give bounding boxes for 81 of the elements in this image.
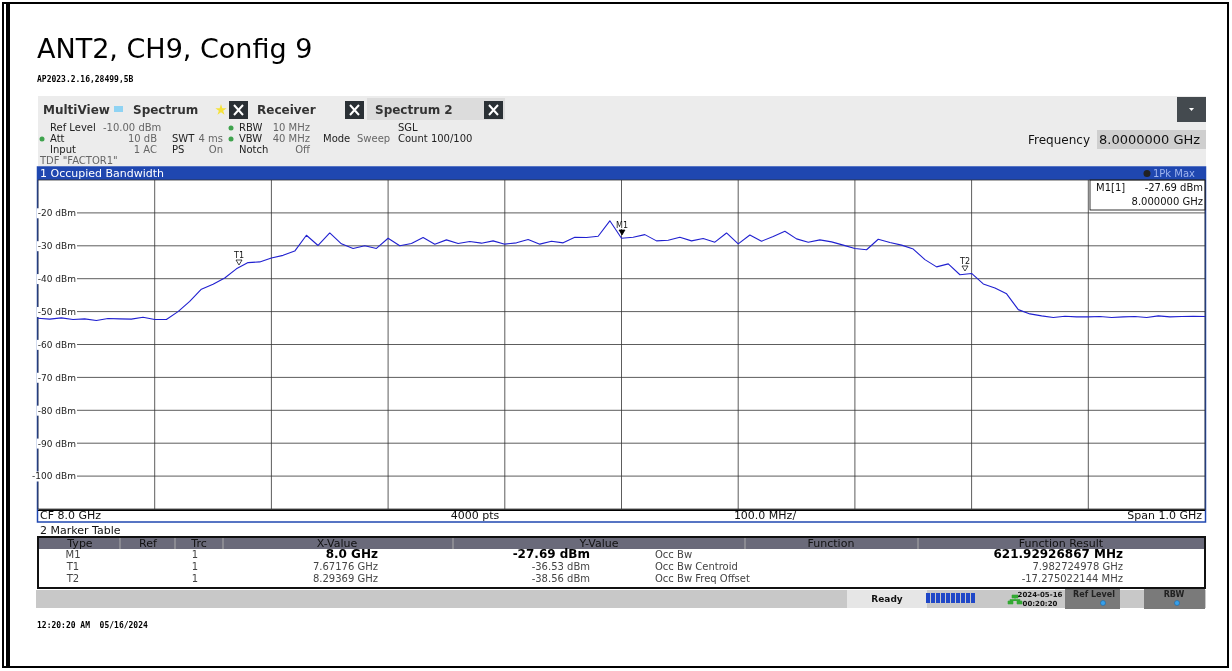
y-tick-label: -70 dBm — [37, 372, 76, 383]
y-tick-label: -90 dBm — [37, 438, 76, 449]
text: Sweep — [357, 133, 391, 144]
annotation: M1 — [616, 221, 628, 230]
y-tick-label: -60 dBm — [37, 339, 76, 350]
text: Function — [807, 537, 855, 550]
annotation: M1[1] — [1096, 182, 1126, 193]
text: 1Pk Max — [1152, 168, 1196, 179]
text: -17.275022144 MHz — [1021, 573, 1123, 584]
y-tick-label: -100 dBm — [32, 471, 76, 482]
text: Mode — [323, 133, 351, 144]
y-tick-label: -40 dBm — [37, 274, 76, 285]
annotation: T1 — [233, 251, 244, 260]
text: -38.56 dBm — [531, 573, 590, 584]
annotation: 4000 pts — [450, 509, 500, 522]
annotation: 8.000000 GHz — [1131, 196, 1203, 207]
text: 1 — [191, 561, 199, 572]
text: Off — [295, 144, 312, 155]
y-tick-label: -30 dBm — [37, 241, 76, 252]
text: Ref Level — [50, 122, 96, 133]
text: Count 100/100 — [398, 133, 473, 144]
text: 2 Marker Table — [40, 524, 121, 537]
text: RBW — [1163, 590, 1185, 599]
text: SGL — [398, 122, 419, 133]
text: T2 — [65, 573, 80, 584]
text: Notch — [239, 144, 269, 155]
text: SWT — [172, 133, 196, 144]
text: Occ Bw — [655, 549, 693, 560]
text: 4 ms — [198, 133, 223, 144]
text: 8.0 GHz — [325, 547, 379, 561]
text: 7.67176 GHz — [312, 561, 378, 572]
text: Receiver — [257, 103, 316, 117]
annotation: Span 1.0 GHz — [1127, 509, 1203, 522]
text: Frequency — [1028, 133, 1090, 147]
annotation: T2 — [959, 257, 970, 266]
text: T1 — [65, 561, 80, 572]
text: 621.92926867 MHz — [993, 547, 1123, 561]
text: TDF "FACTOR1" — [39, 155, 118, 166]
text: 12:20:20 AM 05/16/2024 — [37, 621, 148, 630]
text: 7.982724978 GHz — [1032, 561, 1123, 572]
text: 8.0000000 GHz — [1099, 132, 1201, 147]
text: 10 dB — [127, 133, 158, 144]
text: Occ Bw Freq Offset — [655, 573, 750, 584]
text: Spectrum — [133, 103, 199, 117]
text: Trc — [190, 537, 207, 550]
text: Y-Value — [578, 537, 619, 550]
annotation: CF 8.0 GHz — [40, 509, 102, 522]
text: Occ Bw Centroid — [655, 561, 738, 572]
text: MultiView — [43, 103, 110, 117]
text: Input — [50, 144, 76, 155]
annotation: 100.0 MHz/ — [733, 509, 797, 522]
text: Ref Level — [1073, 590, 1116, 599]
text: Att — [50, 133, 65, 144]
chart-title: ANT2, CH9, Config 9 — [37, 33, 313, 64]
line-series — [37, 220, 1206, 322]
text: Type — [66, 537, 93, 550]
text: VBW — [239, 133, 263, 144]
text: M1 — [65, 549, 81, 560]
text: 8.29369 GHz — [312, 573, 378, 584]
text: On — [208, 144, 223, 155]
annotation: -27.69 dBm — [1144, 182, 1203, 193]
text: Ready — [871, 594, 903, 604]
y-tick-label: -50 dBm — [37, 306, 76, 317]
text: 10 MHz — [272, 122, 310, 133]
text: -27.69 dBm — [512, 547, 590, 561]
text: -10.00 dBm — [103, 122, 162, 133]
text: 1 AC — [133, 144, 157, 155]
text: 1 — [191, 549, 199, 560]
text: 40 MHz — [272, 133, 310, 144]
text: 1 — [191, 573, 199, 584]
y-tick-label: -80 dBm — [37, 405, 76, 416]
text: Spectrum 2 — [375, 103, 453, 117]
text: RBW — [239, 122, 263, 133]
text: AP2023.2.16,28499,5B — [37, 75, 134, 84]
text: -36.53 dBm — [531, 561, 590, 572]
y-tick-label: -20 dBm — [37, 208, 76, 219]
text: PS — [172, 144, 185, 155]
text: Ref — [139, 537, 159, 550]
text: Function Result — [1018, 537, 1104, 550]
text: X-Value — [316, 537, 358, 550]
annotation: 1 Occupied Bandwidth — [40, 167, 165, 180]
